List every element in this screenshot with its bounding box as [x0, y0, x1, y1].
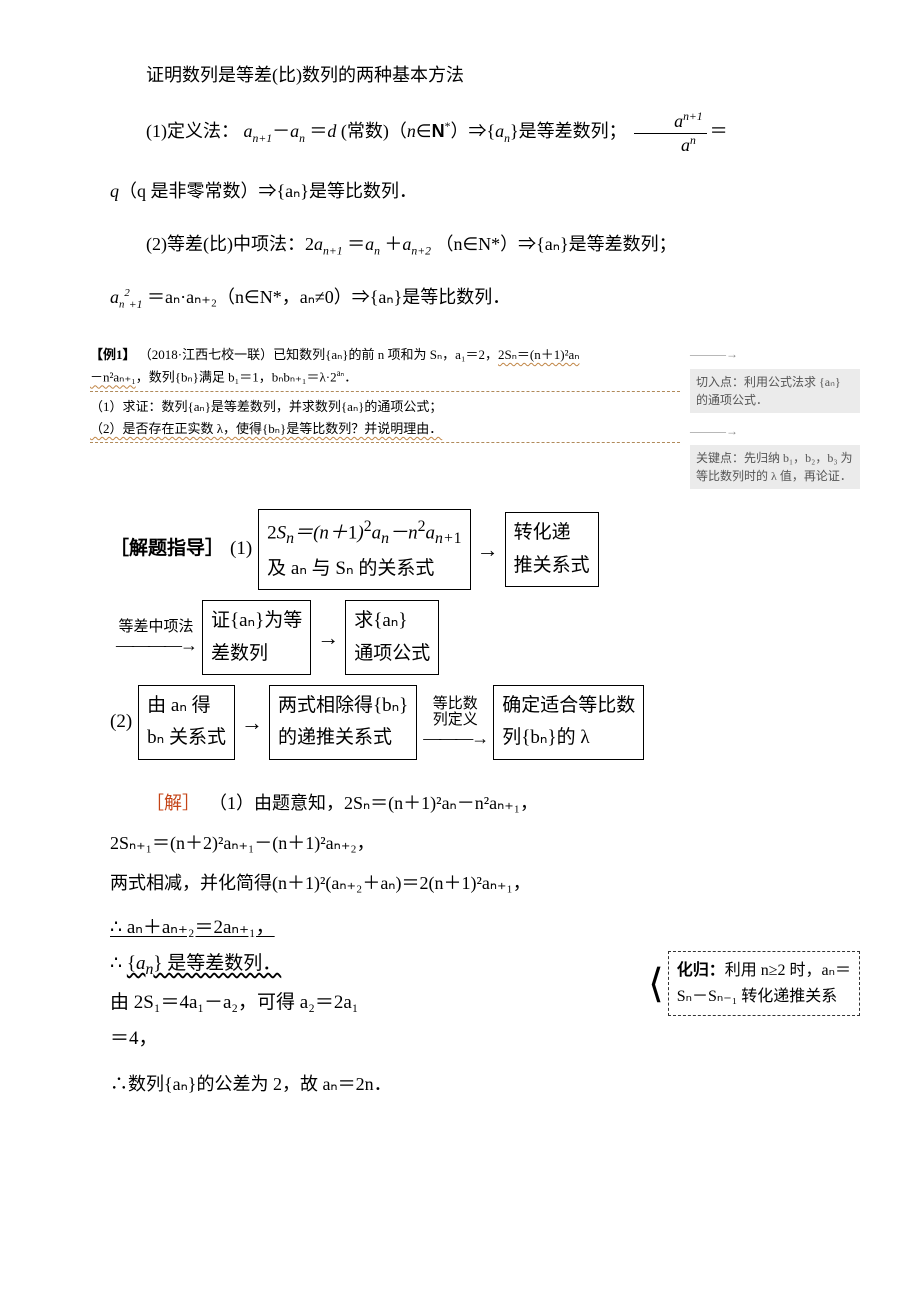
labeled-arrow: 等差中项法 ————→ [116, 619, 196, 655]
arrow-icon: ―――→ [690, 421, 860, 441]
fraction-ratio: an+1 an [634, 110, 707, 156]
def1-lead: (1)定义法： [146, 121, 239, 141]
flow-box: 2Sn＝(n＋1)2an－n2an+1 及 aₙ 与 Sₙ 的关系式 [258, 509, 470, 590]
flow-box: 求{aₙ} 通项公式 [345, 600, 439, 675]
side-note-2: 关键点：先归纳 b₁，b₂，b₃ 为等比数列时的 λ 值，再论证． [690, 445, 860, 489]
solution-left: ∴ aₙ＋aₙ₊₂＝2aₙ₊₁， ∴ {an} 是等差数列． 由 2S₁＝4a₁… [110, 910, 638, 1057]
dashed-divider [90, 391, 680, 392]
flow-box: 两式相除得{bₙ} 的递推关系式 [269, 685, 417, 760]
flow-box: 确定适合等比数 列{bₙ}的 λ [493, 685, 644, 760]
example-tag: 【例1】 [90, 347, 136, 362]
solution-line: 2Sₙ₊₁＝(n＋2)²aₙ₊₁－(n＋1)²aₙ₊₂， [110, 826, 860, 860]
flow-box: 转化递 推关系式 [505, 512, 599, 587]
arrow-icon: → [241, 706, 263, 739]
definition-2-line2: an 2+1 ＝aₙ·aₙ₊₂（n∈N*，aₙ≠0）⇒{aₙ}是等比数列． [110, 280, 860, 316]
arrow-icon: → [477, 533, 499, 566]
guide-label: ［解题指导］ [110, 535, 224, 564]
callout-box: 化归：利用 n≥2 时，aₙ＝ Sₙ－Sₙ₋₁ 转化递推关系 [668, 951, 860, 1016]
arrow-icon: ―――→ [690, 344, 860, 364]
solution-with-callout: ∴ aₙ＋aₙ₊₂＝2aₙ₊₁， ∴ {an} 是等差数列． 由 2S₁＝4a₁… [110, 910, 860, 1057]
example-side-notes: ―――→ 切入点：利用公式法求 {aₙ} 的通项公式． ―――→ 关键点：先归纳… [690, 344, 860, 489]
guide-flowchart: ［解题指导］ (1) 2Sn＝(n＋1)2an－n2an+1 及 aₙ 与 Sₙ… [110, 509, 860, 760]
section-title: 证明数列是等差(比)数列的两种基本方法 [110, 58, 860, 92]
example-q2: （2）是否存在正实数 λ，使得{bₙ}是等比数列？并说明理由． [90, 421, 442, 436]
labeled-arrow: 等比数 列定义 ———→ [423, 696, 487, 749]
arrow-icon: → [317, 621, 339, 654]
definition-1: (1)定义法： an+1－an ＝d (常数)（n∈N*）⇒{an}是等差数列；… [110, 110, 860, 156]
side-note-1: 切入点：利用公式法求 {aₙ} 的通项公式． [690, 369, 860, 413]
example-block: 【例1】 （2018·江西七校一联）已知数列{aₙ}的前 n 项和为 Sₙ，a₁… [90, 344, 860, 489]
angle-bracket-icon: ⟨ [648, 964, 664, 1004]
flow-box: 由 aₙ 得 bₙ 关系式 [138, 685, 235, 760]
example-q1: （1）求证：数列{aₙ}是等差数列，并求数列{aₙ}的通项公式； [90, 396, 680, 418]
definition-2: (2)等差(比)中项法：2an+1 ＝an ＋an+2 （n∈N*）⇒{aₙ}是… [110, 227, 860, 263]
example-main: 【例1】 （2018·江西七校一联）已知数列{aₙ}的前 n 项和为 Sₙ，a₁… [90, 344, 680, 447]
solution-line: 两式相减，并化简得(n＋1)²(aₙ₊₂＋aₙ)＝2(n＋1)²aₙ₊₁， [110, 866, 860, 900]
dashed-divider [90, 442, 680, 443]
solution-start: ［解］ （1）由题意知，2Sₙ＝(n＋1)²aₙ－n²aₙ₊₁， [110, 786, 860, 820]
solution-label: ［解］ [146, 793, 200, 813]
flow-box: 证{aₙ}为等 差数列 [202, 600, 311, 675]
solution-last: ∴数列{aₙ}的公差为 2，故 aₙ＝2n． [110, 1067, 860, 1101]
definition-1-tail: q（q 是非零常数）⇒{aₙ}是等比数列． [110, 174, 860, 208]
